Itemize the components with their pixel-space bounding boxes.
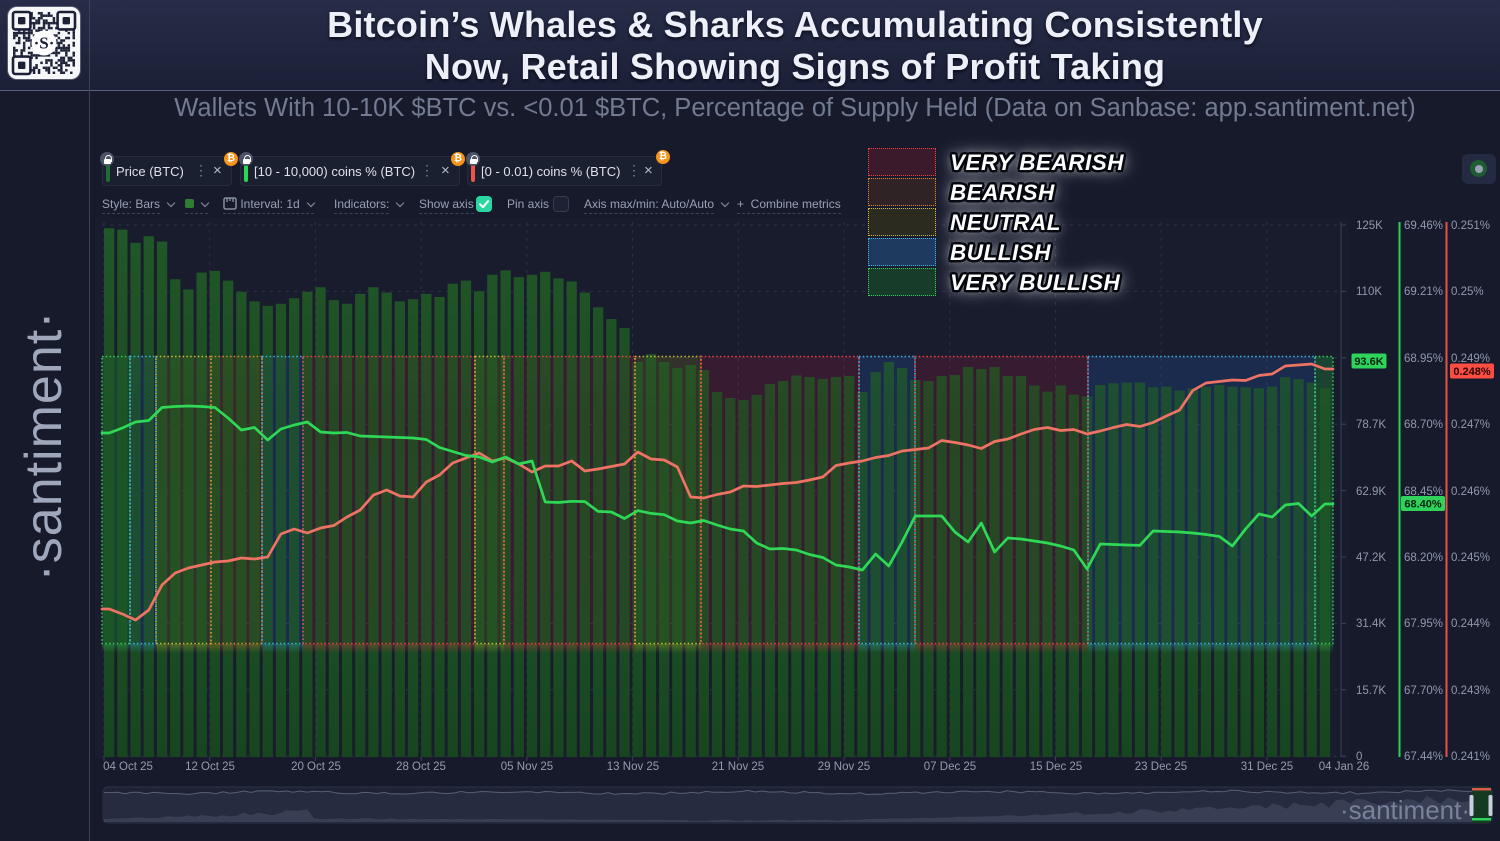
- svg-text:125K: 125K: [1356, 220, 1383, 232]
- svg-text:68.45%: 68.45%: [1404, 486, 1443, 498]
- svg-text:67.44%: 67.44%: [1404, 751, 1443, 763]
- svg-text:0.245%: 0.245%: [1451, 552, 1490, 564]
- svg-text:0: 0: [1356, 751, 1362, 763]
- svg-text:0.243%: 0.243%: [1451, 685, 1490, 697]
- svg-text:68.40%: 68.40%: [1404, 499, 1442, 511]
- svg-text:62.9K: 62.9K: [1356, 486, 1386, 498]
- svg-text:·santiment·: ·santiment·: [1340, 795, 1470, 825]
- svg-text:68.20%: 68.20%: [1404, 552, 1443, 564]
- svg-text:68.70%: 68.70%: [1404, 419, 1443, 431]
- svg-text:0.247%: 0.247%: [1451, 419, 1490, 431]
- svg-text:15.7K: 15.7K: [1356, 685, 1386, 697]
- svg-text:67.70%: 67.70%: [1404, 685, 1443, 697]
- svg-text:67.95%: 67.95%: [1404, 618, 1443, 630]
- svg-text:0.248%: 0.248%: [1453, 366, 1491, 378]
- svg-text:04 Jan 26: 04 Jan 26: [1319, 761, 1370, 773]
- svg-text:31.4K: 31.4K: [1356, 618, 1386, 630]
- svg-text:05 Nov 25: 05 Nov 25: [501, 761, 553, 773]
- svg-text:110K: 110K: [1356, 286, 1382, 298]
- svg-text:13 Nov 25: 13 Nov 25: [607, 761, 659, 773]
- svg-text:·S·: ·S·: [34, 34, 55, 53]
- svg-text:12 Oct 25: 12 Oct 25: [185, 761, 235, 773]
- svg-text:0.241%: 0.241%: [1451, 751, 1490, 763]
- svg-text:78.7K: 78.7K: [1356, 419, 1386, 431]
- svg-text:29 Nov 25: 29 Nov 25: [818, 761, 870, 773]
- svg-text:23 Dec 25: 23 Dec 25: [1135, 761, 1187, 773]
- svg-text:04 Oct 25: 04 Oct 25: [103, 761, 153, 773]
- svg-text:0.249%: 0.249%: [1451, 353, 1490, 365]
- svg-text:93.6K: 93.6K: [1354, 356, 1383, 368]
- svg-text:31 Dec 25: 31 Dec 25: [1241, 761, 1293, 773]
- svg-text:28 Oct 25: 28 Oct 25: [396, 761, 446, 773]
- svg-text:21 Nov 25: 21 Nov 25: [712, 761, 764, 773]
- svg-text:07 Dec 25: 07 Dec 25: [924, 761, 976, 773]
- svg-text:0.25%: 0.25%: [1451, 286, 1484, 298]
- svg-text:0.244%: 0.244%: [1451, 618, 1490, 630]
- svg-text:0.251%: 0.251%: [1451, 220, 1490, 232]
- svg-text:20 Oct 25: 20 Oct 25: [291, 761, 341, 773]
- svg-text:69.46%: 69.46%: [1404, 220, 1443, 232]
- svg-text:47.2K: 47.2K: [1356, 552, 1386, 564]
- svg-text:0.246%: 0.246%: [1451, 486, 1490, 498]
- svg-text:69.21%: 69.21%: [1404, 286, 1443, 298]
- svg-text:15 Dec 25: 15 Dec 25: [1030, 761, 1082, 773]
- svg-text:68.95%: 68.95%: [1404, 353, 1443, 365]
